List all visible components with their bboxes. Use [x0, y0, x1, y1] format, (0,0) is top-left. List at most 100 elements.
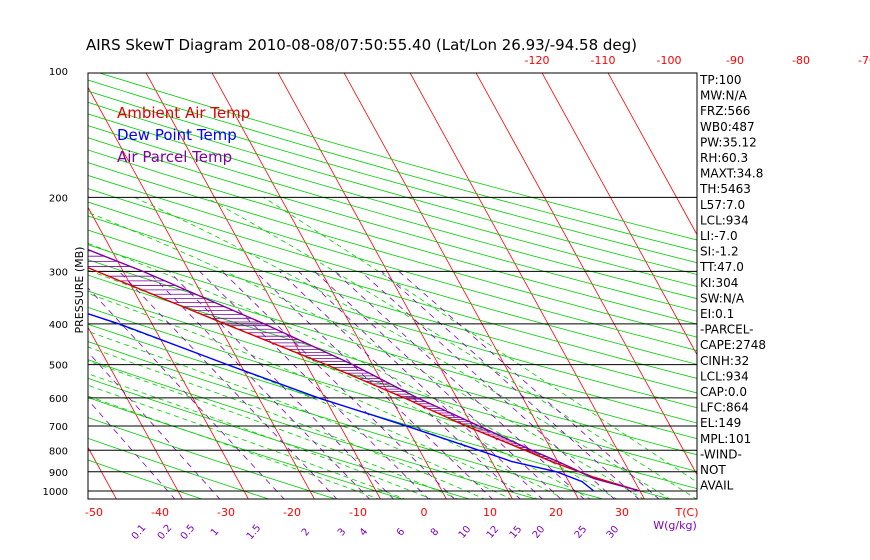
- index-text: TP:100: [699, 73, 742, 87]
- top-temp-tick-label: -100: [657, 54, 682, 67]
- index-text: LCL:934: [700, 369, 749, 383]
- bottom-temp-tick-label: 30: [615, 506, 629, 519]
- bottom-temp-tick-label: -50: [85, 506, 103, 519]
- index-text: EL:149: [700, 416, 741, 430]
- y-axis-label: PRESSURE (MB): [73, 247, 86, 334]
- isotherm-line: [475, 73, 697, 476]
- isotherm-line: [607, 73, 697, 236]
- legend-entry: Air Parcel Temp: [117, 148, 232, 166]
- dry-adiabat-line: [88, 175, 697, 351]
- dry-adiabat-line: [88, 417, 337, 499]
- index-text: LI:-7.0: [700, 229, 738, 243]
- dry-adiabat-line: [88, 125, 697, 300]
- mixing-ratio-label: 2: [300, 526, 313, 538]
- mixing-ratio-line: [147, 271, 371, 499]
- dry-adiabat-line: [88, 162, 697, 338]
- dry-adiabat-line: [88, 229, 697, 409]
- series-line-air-parcel-temp: [88, 248, 641, 492]
- dry-adiabat-line: [88, 323, 672, 499]
- dry-adiabat-line: [88, 201, 697, 379]
- index-text: SI:-1.2: [700, 245, 739, 259]
- top-temp-tick-label: -110: [591, 54, 616, 67]
- index-text: KI:304: [700, 276, 738, 290]
- dry-adiabat-line: [88, 397, 404, 499]
- isotherm-line: [88, 326, 183, 499]
- index-text: LCL:934: [700, 213, 749, 227]
- mixing-ratio-label: 25: [573, 524, 590, 541]
- dry-adiabat-line: [88, 244, 697, 424]
- mixing-ratio-line: [298, 271, 543, 499]
- index-text: CAP:0.0: [700, 385, 747, 399]
- pressure-tick-label: 800: [49, 446, 68, 457]
- mixing-ratio-label: 1: [209, 526, 222, 538]
- pressure-tick-label: 700: [49, 422, 68, 433]
- top-temp-tick-label: -80: [792, 54, 810, 67]
- index-text: RH:60.3: [700, 151, 748, 165]
- moist-adiabat-line: [88, 395, 380, 499]
- mixing-ratio-label: 1.5: [245, 523, 264, 542]
- index-text: MPL:101: [700, 432, 751, 446]
- series-line-ambient-air-temp: [88, 266, 641, 492]
- isotherm-line: [211, 73, 447, 499]
- index-text: TH:5463: [699, 182, 751, 196]
- dry-adiabat-line: [88, 437, 270, 499]
- index-text: MW:N/A: [700, 89, 748, 103]
- index-text: MAXT:34.8: [700, 167, 763, 181]
- mixing-ratio-label: 8: [429, 526, 442, 538]
- dry-adiabat-line: [88, 306, 697, 490]
- bottom-temp-tick-label: -10: [349, 506, 367, 519]
- mixing-ratio-line: [118, 271, 338, 499]
- top-temp-tick-label: -120: [525, 54, 550, 67]
- dry-adiabat-line: [88, 137, 697, 312]
- mixing-ratio-line: [314, 271, 562, 499]
- chart-title: AIRS SkewT Diagram 2010-08-08/07:50:55.4…: [86, 36, 638, 54]
- isotherm-line: [88, 86, 315, 499]
- mixing-ratio-label: 12: [485, 524, 502, 541]
- pressure-tick-label: 100: [49, 67, 68, 78]
- moist-adiabat-line: [263, 197, 697, 483]
- mixing-ratio-label: 3: [336, 526, 349, 538]
- dry-adiabat-line: [88, 459, 204, 499]
- mixing-ratio-line: [381, 271, 640, 499]
- index-text: WB0:487: [700, 120, 755, 134]
- dry-adiabat-line: [88, 274, 697, 456]
- moist-adiabat-line: [88, 269, 592, 499]
- mixing-ratio-line: [88, 351, 221, 499]
- series-line-dew-point-temp: [88, 313, 595, 492]
- pressure-tick-label: 1000: [43, 487, 68, 498]
- mixing-ratio-line: [360, 271, 616, 499]
- index-text: NOT: [700, 463, 726, 477]
- index-text: SW:N/A: [700, 291, 745, 305]
- legend-entry: Dew Point Temp: [117, 126, 237, 144]
- bottom-temp-tick-label: -20: [283, 506, 301, 519]
- isotherm-line: [0, 62, 51, 500]
- x-axis-unit-label: T(C): [675, 506, 699, 519]
- dry-adiabat-line: [88, 259, 697, 440]
- moist-adiabat-line: [88, 330, 512, 499]
- bottom-temp-tick-label: 20: [549, 506, 563, 519]
- index-text: -PARCEL-: [700, 323, 754, 337]
- index-text: CAPE:2748: [700, 338, 766, 352]
- index-text: EI:0.1: [700, 307, 734, 321]
- index-text: PW:35.12: [700, 135, 757, 149]
- mixing-ratio-label: 20: [531, 524, 548, 541]
- mixing-ratio-label: 0.5: [179, 523, 198, 542]
- mixing-ratio-line: [398, 271, 660, 499]
- mixing-ratio-label: 4: [358, 526, 371, 538]
- plot-frame: [87, 72, 698, 500]
- mixing-ratio-label: 0.1: [130, 523, 149, 542]
- dry-adiabat-line: [88, 79, 697, 252]
- dry-adiabat-line: [88, 215, 697, 394]
- index-text: FRZ:566: [700, 104, 750, 118]
- isotherm-line: [409, 73, 645, 499]
- dry-adiabat-line: [88, 113, 697, 287]
- index-text: L57:7.0: [700, 198, 745, 212]
- isotherm-line: [145, 73, 381, 499]
- legend-entry: Ambient Air Temp: [117, 104, 250, 122]
- plot-area: Ambient Air Temp Dew Point Temp Air Parcel…: [0, 62, 697, 500]
- index-text: AVAIL: [700, 479, 734, 493]
- mixing-ratio-label: 30: [605, 524, 622, 541]
- top-temp-tick-label: -90: [726, 54, 744, 67]
- dry-adiabat-line: [88, 359, 538, 499]
